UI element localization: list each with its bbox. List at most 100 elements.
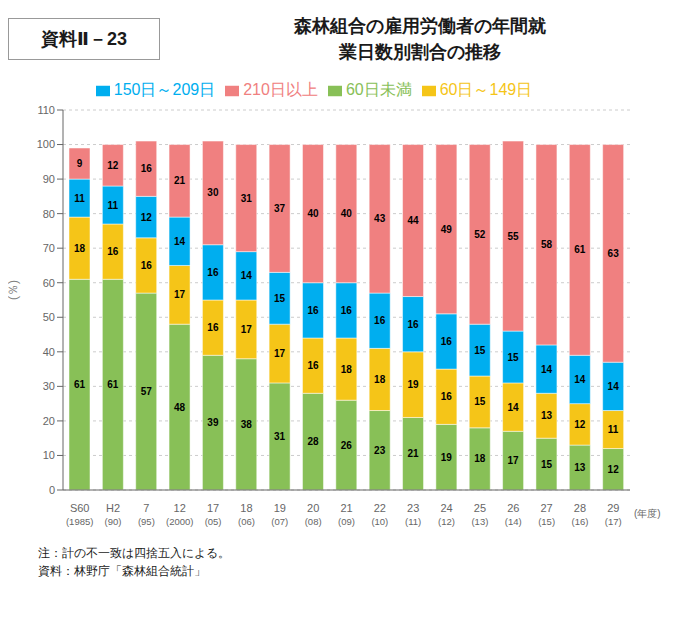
- svg-text:14: 14: [174, 236, 186, 247]
- svg-text:48: 48: [174, 402, 186, 413]
- svg-text:31: 31: [241, 193, 253, 204]
- svg-text:61: 61: [74, 379, 86, 390]
- svg-text:16: 16: [441, 336, 453, 347]
- svg-text:60: 60: [43, 277, 55, 289]
- svg-text:52: 52: [474, 229, 486, 240]
- svg-text:44: 44: [407, 215, 419, 226]
- svg-text:(年度): (年度): [634, 508, 661, 519]
- svg-text:20: 20: [43, 415, 55, 427]
- svg-text:24(12): 24(12): [438, 502, 455, 527]
- svg-text:17: 17: [508, 455, 520, 466]
- svg-text:110: 110: [37, 104, 55, 116]
- svg-text:19: 19: [407, 379, 419, 390]
- svg-text:29(17): 29(17): [605, 502, 622, 527]
- svg-text:61: 61: [574, 244, 586, 255]
- svg-text:H2(90): H2(90): [105, 502, 122, 527]
- svg-text:15: 15: [474, 345, 486, 356]
- svg-text:16: 16: [207, 322, 219, 333]
- svg-text:12: 12: [141, 212, 153, 223]
- svg-text:11: 11: [108, 200, 119, 211]
- svg-text:90: 90: [43, 173, 55, 185]
- svg-text:12(2000): 12(2000): [166, 502, 193, 527]
- svg-text:16: 16: [207, 267, 219, 278]
- svg-text:(％): (％): [8, 280, 20, 300]
- svg-text:11: 11: [608, 424, 619, 435]
- svg-text:17: 17: [174, 289, 186, 300]
- svg-text:16: 16: [107, 246, 119, 257]
- svg-text:61: 61: [107, 379, 119, 390]
- svg-text:57: 57: [141, 386, 153, 397]
- svg-text:7(95): 7(95): [138, 502, 155, 527]
- svg-text:16: 16: [407, 319, 419, 330]
- svg-text:40: 40: [341, 208, 353, 219]
- svg-text:25(13): 25(13): [471, 502, 488, 527]
- svg-text:12: 12: [107, 160, 119, 171]
- svg-text:40: 40: [307, 208, 319, 219]
- svg-text:23: 23: [374, 445, 386, 456]
- svg-text:39: 39: [207, 417, 219, 428]
- svg-text:18: 18: [74, 243, 86, 254]
- svg-text:38: 38: [241, 419, 253, 430]
- svg-text:15: 15: [508, 352, 520, 363]
- svg-text:22(10): 22(10): [371, 502, 388, 527]
- svg-text:15: 15: [474, 396, 486, 407]
- svg-text:21: 21: [407, 448, 419, 459]
- svg-text:15: 15: [541, 459, 553, 470]
- svg-text:80: 80: [43, 208, 55, 220]
- svg-text:14: 14: [241, 270, 253, 281]
- svg-text:13: 13: [574, 462, 586, 473]
- svg-text:17(05): 17(05): [205, 502, 222, 527]
- svg-text:70: 70: [43, 242, 55, 254]
- svg-text:13: 13: [541, 410, 553, 421]
- svg-text:18(06): 18(06): [238, 502, 255, 527]
- svg-text:16: 16: [307, 360, 319, 371]
- svg-text:16: 16: [341, 305, 353, 316]
- svg-text:18: 18: [374, 374, 386, 385]
- svg-text:23(11): 23(11): [405, 502, 421, 527]
- svg-text:58: 58: [541, 239, 553, 250]
- svg-text:14: 14: [608, 381, 620, 392]
- svg-text:28(16): 28(16): [572, 502, 589, 527]
- svg-text:55: 55: [508, 231, 520, 242]
- html-text:資料Ⅱ－23: 資料Ⅱ－23: [41, 29, 127, 49]
- svg-text:16: 16: [374, 315, 386, 326]
- svg-text:18: 18: [341, 364, 353, 375]
- svg-text:100: 100: [37, 138, 55, 150]
- svg-text:10: 10: [43, 449, 55, 461]
- svg-text:16: 16: [441, 391, 453, 402]
- svg-text:17: 17: [274, 348, 286, 359]
- svg-text:27(15): 27(15): [538, 502, 555, 527]
- svg-text:14: 14: [508, 402, 520, 413]
- svg-text:50: 50: [43, 311, 55, 323]
- svg-text:26: 26: [341, 440, 353, 451]
- svg-text:30: 30: [43, 380, 55, 392]
- svg-text:28: 28: [307, 436, 319, 447]
- svg-text:12: 12: [608, 464, 620, 475]
- svg-text:40: 40: [43, 346, 55, 358]
- svg-text:26(14): 26(14): [505, 502, 522, 527]
- svg-text:17: 17: [241, 324, 253, 335]
- svg-text:16: 16: [141, 163, 153, 174]
- svg-text:43: 43: [374, 213, 386, 224]
- svg-text:16: 16: [307, 305, 319, 316]
- svg-text:16: 16: [141, 260, 153, 271]
- svg-text:21: 21: [174, 175, 186, 186]
- svg-text:21(09): 21(09): [338, 502, 355, 527]
- svg-text:15: 15: [274, 293, 286, 304]
- svg-text:49: 49: [441, 224, 453, 235]
- svg-text:14: 14: [574, 374, 586, 385]
- svg-text:S60(1985): S60(1985): [66, 502, 93, 527]
- svg-text:9: 9: [77, 158, 83, 169]
- svg-text:19: 19: [441, 452, 453, 463]
- svg-text:14: 14: [541, 364, 553, 375]
- svg-text:0: 0: [49, 484, 55, 496]
- svg-text:18: 18: [474, 453, 486, 464]
- svg-text:11: 11: [74, 193, 85, 204]
- svg-text:30: 30: [207, 187, 219, 198]
- svg-text:19(07): 19(07): [271, 502, 288, 527]
- svg-text:63: 63: [608, 248, 620, 259]
- svg-text:31: 31: [274, 431, 286, 442]
- svg-text:20(08): 20(08): [305, 502, 322, 527]
- svg-text:37: 37: [274, 203, 286, 214]
- svg-text:12: 12: [574, 419, 586, 430]
